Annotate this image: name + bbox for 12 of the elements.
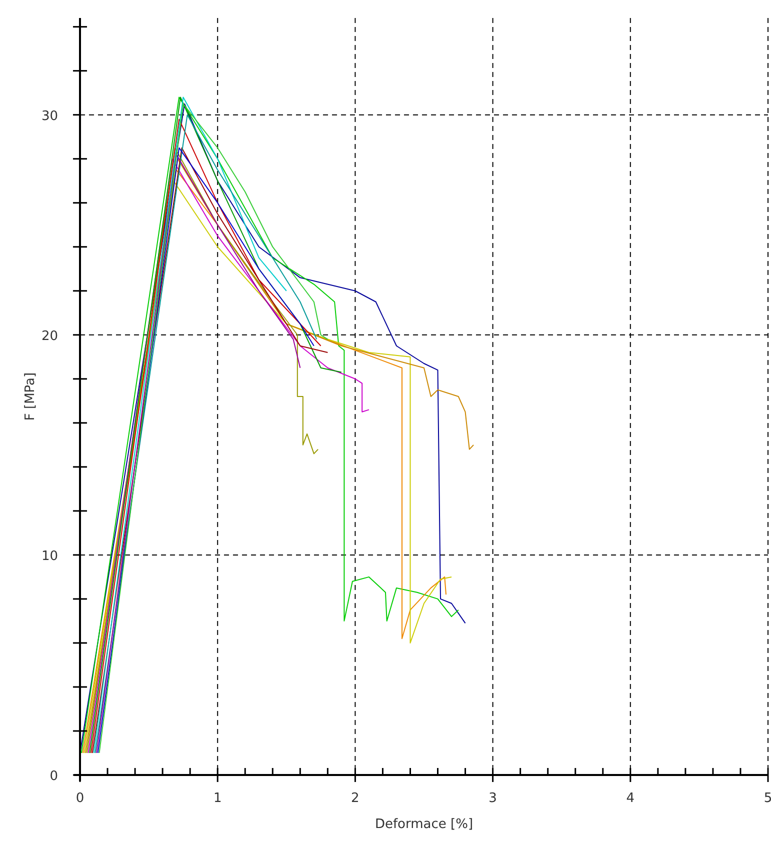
x-tick-label: 3 (488, 791, 497, 806)
x-tick-label: 5 (764, 791, 771, 806)
y-axis-title: F [MPa] (23, 372, 38, 421)
x-tick-label: 4 (626, 791, 635, 806)
x-tick-label: 2 (351, 791, 360, 806)
x-tick-label: 0 (76, 791, 84, 806)
y-tick-label: 10 (41, 548, 58, 564)
y-tick-label: 0 (50, 769, 58, 784)
x-tick-label: 1 (213, 791, 222, 806)
x-axis-title: Deformace [%] (374, 817, 474, 832)
y-tick-label: 20 (41, 328, 58, 344)
y-tick-label: 30 (41, 108, 58, 124)
